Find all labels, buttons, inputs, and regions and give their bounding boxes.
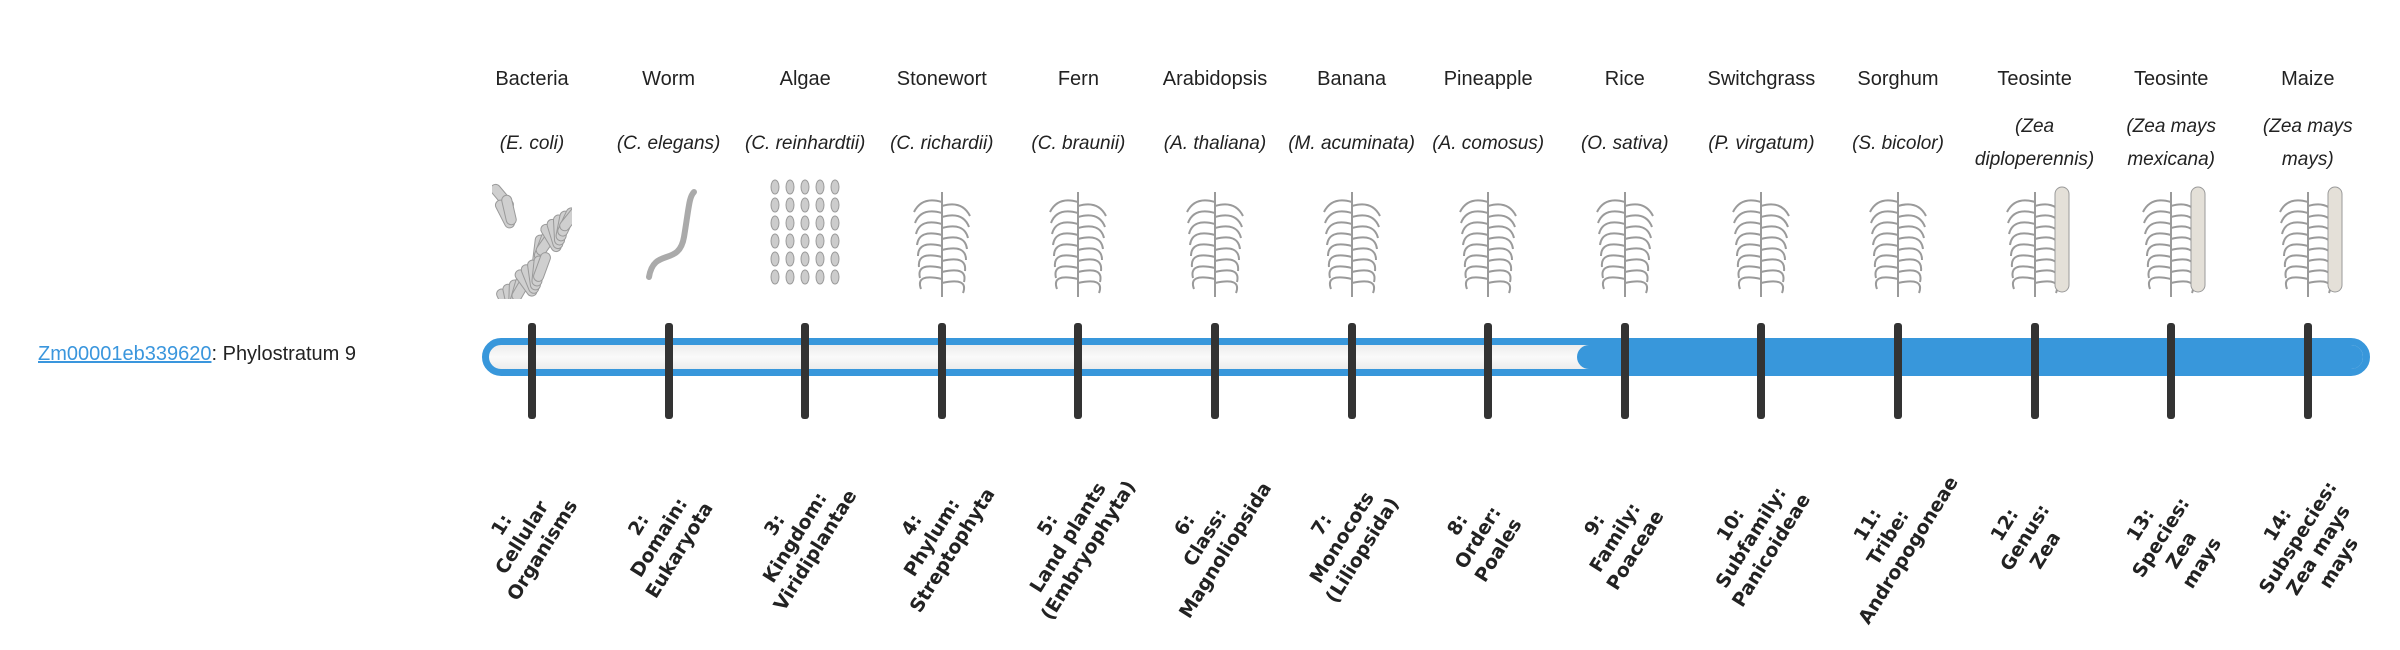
stratum-tick — [1211, 323, 1219, 419]
organism-common-name: Teosinte — [2133, 68, 2209, 90]
stratum-tick — [801, 323, 810, 419]
organism-common-name: Bacteria — [495, 68, 569, 90]
organism-scientific-name: (C. richardii) — [870, 108, 1014, 178]
organism-scientific-name: (Zea mays mays) — [2236, 108, 2380, 178]
bacteria-illustration — [490, 177, 583, 318]
rank-label: 3: Kingdom: Viridiplantae — [715, 438, 877, 637]
organism-scientific-name-text: (O. sativa) — [1580, 132, 1669, 154]
phylostratum-bar-fill — [1576, 345, 2363, 369]
organism-scientific-name-text: (M. acuminata) — [1288, 132, 1415, 154]
stratum-tick — [2167, 323, 2176, 419]
organism-scientific-name-text: (A. thaliana) — [1163, 132, 1267, 154]
organism-scientific-name-text: (A. comosus) — [1432, 132, 1545, 154]
switchgrass-illustration — [1721, 177, 1801, 299]
organism-common-name: Pineapple — [1443, 68, 1533, 90]
stratum-tick — [664, 323, 673, 419]
stratum-tick — [2303, 323, 2312, 419]
gene-phylostratum-text: : Phylostratum 9 — [211, 343, 356, 365]
gene-id-link[interactable]: Zm00001eb339620 — [38, 343, 212, 365]
phylostratum-bar — [482, 338, 2370, 376]
rank-label: 9: Family: Poaceae — [1534, 438, 1696, 637]
teosinte-illustration — [1995, 177, 2075, 299]
organism-common-name: Stonewort — [896, 68, 987, 90]
rank-label: 1: Cellular Organisms — [441, 438, 603, 637]
organism-scientific-name: (A. comosus) — [1416, 108, 1560, 178]
organism-scientific-name-text: (C. reinhardtii) — [745, 132, 866, 154]
organism-scientific-name-text: (Zea mays mays) — [2262, 116, 2353, 170]
organism-common-name: Worm — [642, 68, 696, 90]
organism-scientific-name: (C. braunii) — [1006, 108, 1150, 178]
organism-common-name: Banana — [1317, 68, 1387, 90]
organism-scientific-name-text: (C. braunii) — [1031, 132, 1126, 154]
stratum-tick — [1620, 323, 1629, 419]
gene-label: Zm00001eb339620: Phylostratum 9 — [38, 343, 356, 366]
organism-common-name: Maize — [2281, 68, 2335, 90]
rank-label: 14: Subspecies: Zea mays mays — [2217, 438, 2399, 650]
organism-scientific-name-text: (P. virgatum) — [1708, 132, 1815, 154]
organism-common-name: Sorghum — [1857, 68, 1939, 90]
organism-common-name: Teosinte — [1997, 68, 2072, 90]
organism-common-name: Rice — [1604, 68, 1645, 90]
organism-scientific-name: (Zea diploperennis) — [1963, 108, 2107, 178]
stratum-tick — [1484, 323, 1493, 419]
fern-illustration — [1038, 177, 1118, 299]
rank-label: 8: Order: Poales — [1398, 438, 1560, 637]
rank-label: 10: Subfamily: Panicoideae — [1671, 438, 1833, 637]
rank-label: 6: Class: Magnoliopsida — [1124, 438, 1286, 637]
maize-illustration — [2268, 177, 2348, 299]
stratum-tick — [1347, 323, 1356, 419]
organism-common-name: Arabidopsis — [1162, 68, 1268, 90]
organism-scientific-name-text: (Zea mays mexicana) — [2126, 116, 2217, 170]
organism-common-name: Algae — [779, 68, 831, 90]
pineapple-illustration — [1448, 177, 1528, 299]
stratum-tick — [528, 323, 536, 419]
stonewort-illustration — [902, 177, 982, 299]
rank-label: 4: Phylum: Streptophyta — [851, 438, 1013, 637]
organism-scientific-name: (P. virgatum) — [1689, 108, 1833, 178]
organism-scientific-name: (A. thaliana) — [1143, 108, 1287, 178]
organism-scientific-name-text: (S. bicolor) — [1852, 132, 1944, 154]
organism-scientific-name-text: (E. coli) — [499, 132, 565, 154]
organism-scientific-name-text: (C. richardii) — [890, 132, 994, 154]
organism-scientific-name: (E. coli) — [460, 108, 604, 178]
organism-scientific-name: (S. bicolor) — [1826, 108, 1970, 178]
rank-label: 12: Genus: Zea — [1944, 438, 2106, 637]
banana-illustration — [1312, 177, 1392, 299]
stratum-tick — [1757, 323, 1766, 419]
rice-illustration — [1585, 177, 1665, 299]
arabidopsis-illustration — [1175, 177, 1255, 299]
worm-illustration — [629, 177, 709, 299]
organism-scientific-name: (C. elegans) — [597, 108, 741, 178]
stratum-tick — [937, 323, 946, 419]
organism-scientific-name-text: (Zea diploperennis) — [1974, 116, 2095, 170]
organism-common-name: Switchgrass — [1707, 68, 1816, 90]
rank-label: 2: Domain: Eukaryota — [578, 438, 740, 637]
rank-label: 13: Species: Zea mays — [2081, 438, 2263, 650]
teosinte-mexicana-illustration — [2131, 177, 2211, 299]
algae-illustration — [765, 177, 845, 299]
rank-label: 5: Land plants (Embryophyta) — [988, 438, 1150, 637]
rank-label: 11: Tribe: Andropogoneae — [1807, 438, 1969, 637]
organism-scientific-name: (Zea mays mexicana) — [2099, 108, 2243, 178]
stratum-tick — [1074, 323, 1083, 419]
stratum-tick — [1894, 323, 1902, 419]
organism-scientific-name: (M. acuminata) — [1280, 108, 1424, 178]
organism-scientific-name: (O. sativa) — [1553, 108, 1697, 178]
organism-scientific-name-text: (C. elegans) — [616, 132, 721, 154]
sorghum-illustration — [1858, 177, 1938, 299]
organism-scientific-name: (C. reinhardtii) — [733, 108, 877, 178]
organism-common-name: Fern — [1057, 68, 1099, 90]
stratum-tick — [2030, 323, 2039, 419]
rank-label: 7: Monocots (Liliopsida) — [1261, 438, 1423, 637]
